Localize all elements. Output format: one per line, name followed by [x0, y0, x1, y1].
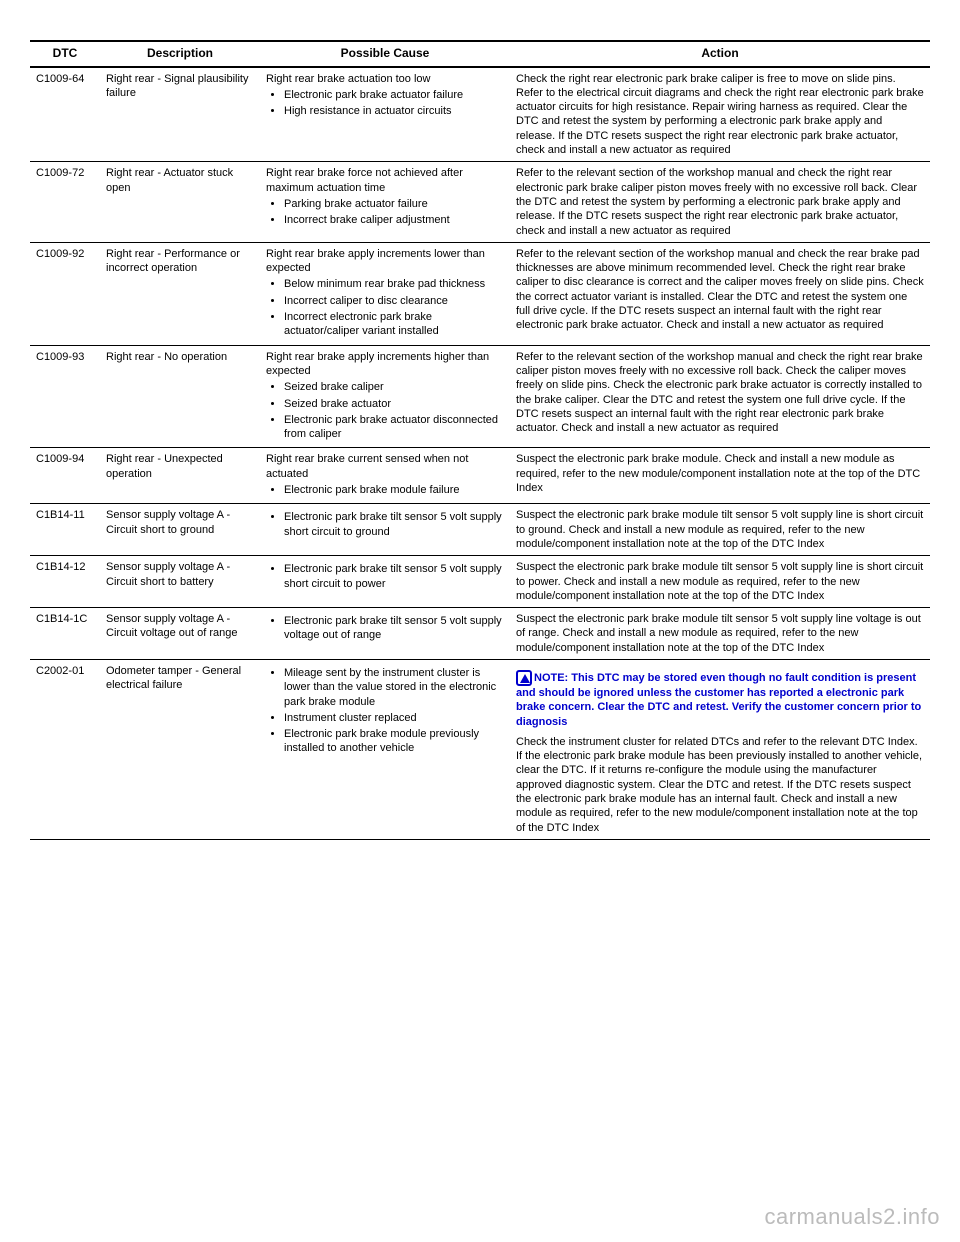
cell-cause: Electronic park brake tilt sensor 5 volt… — [260, 556, 510, 608]
cause-list: Seized brake caliper Seized brake actuato… — [266, 380, 504, 441]
col-description: Description — [100, 41, 260, 67]
cell-action: Check the right rear electronic park bra… — [510, 67, 930, 162]
cause-item: Electronic park brake actuator failure — [284, 88, 504, 102]
cell-description: Odometer tamper - General electrical fai… — [100, 659, 260, 839]
cause-prefix: Right rear brake apply increments higher… — [266, 350, 504, 379]
cell-dtc: C1009-72 — [30, 162, 100, 242]
cause-item: Below minimum rear brake pad thickness — [284, 277, 504, 291]
cell-action: Refer to the relevant section of the wor… — [510, 162, 930, 242]
cause-item: Electronic park brake tilt sensor 5 volt… — [284, 510, 504, 539]
dtc-table: DTC Description Possible Cause Action C1… — [30, 40, 930, 840]
cell-cause: Right rear brake apply increments higher… — [260, 345, 510, 448]
cell-cause: Right rear brake actuation too low Electr… — [260, 67, 510, 162]
cause-list: Electronic park brake tilt sensor 5 volt… — [266, 510, 504, 539]
cause-prefix: Right rear brake current sensed when not… — [266, 452, 504, 481]
cell-description: Sensor supply voltage A - Circuit voltag… — [100, 608, 260, 660]
table-row: C1B14-11Sensor supply voltage A - Circui… — [30, 504, 930, 556]
table-row: C1009-94Right rear - Unexpected operatio… — [30, 448, 930, 504]
cell-cause: Electronic park brake tilt sensor 5 volt… — [260, 608, 510, 660]
cell-dtc: C1009-64 — [30, 67, 100, 162]
table-body: C1009-64Right rear - Signal plausibility… — [30, 67, 930, 840]
cause-list: Electronic park brake tilt sensor 5 volt… — [266, 562, 504, 591]
table-row: C1009-93Right rear - No operationRight r… — [30, 345, 930, 448]
cause-item: High resistance in actuator circuits — [284, 104, 504, 118]
col-action: Action — [510, 41, 930, 67]
cell-dtc: C1B14-1C — [30, 608, 100, 660]
table-row: C1B14-1CSensor supply voltage A - Circui… — [30, 608, 930, 660]
cell-cause: Electronic park brake tilt sensor 5 volt… — [260, 504, 510, 556]
cause-item: Electronic park brake tilt sensor 5 volt… — [284, 614, 504, 643]
cause-list: Electronic park brake tilt sensor 5 volt… — [266, 614, 504, 643]
table-row: C1009-92Right rear - Performance or inco… — [30, 242, 930, 345]
cell-dtc: C1009-92 — [30, 242, 100, 345]
cell-description: Right rear - Actuator stuck open — [100, 162, 260, 242]
action-text: Check the instrument cluster for related… — [516, 735, 924, 835]
cell-description: Sensor supply voltage A - Circuit short … — [100, 504, 260, 556]
note-icon — [516, 670, 532, 686]
cause-list: Parking brake actuator failure Incorrect … — [266, 197, 504, 228]
cause-item: Incorrect brake caliper adjustment — [284, 213, 504, 227]
cell-action: Suspect the electronic park brake module… — [510, 448, 930, 504]
cause-list: Mileage sent by the instrument cluster i… — [266, 666, 504, 756]
cause-item: Incorrect electronic park brake actuator… — [284, 310, 504, 339]
cell-action: Refer to the relevant section of the wor… — [510, 345, 930, 448]
cause-list: Electronic park brake actuator failure Hi… — [266, 88, 504, 119]
cell-action: Suspect the electronic park brake module… — [510, 504, 930, 556]
col-dtc: DTC — [30, 41, 100, 67]
cause-item: Parking brake actuator failure — [284, 197, 504, 211]
cell-dtc: C1009-93 — [30, 345, 100, 448]
note-label: NOTE: — [534, 672, 571, 684]
cell-action: Suspect the electronic park brake module… — [510, 556, 930, 608]
cell-action: NOTE: This DTC may be stored even though… — [510, 659, 930, 839]
cause-item: Electronic park brake tilt sensor 5 volt… — [284, 562, 504, 591]
cell-description: Right rear - Unexpected operation — [100, 448, 260, 504]
cell-cause: Right rear brake current sensed when not… — [260, 448, 510, 504]
cell-action: Suspect the electronic park brake module… — [510, 608, 930, 660]
watermark-text: carmanuals2.info — [764, 1203, 940, 1232]
cell-description: Right rear - Signal plausibility failure — [100, 67, 260, 162]
cell-cause: Right rear brake force not achieved afte… — [260, 162, 510, 242]
cause-item: Electronic park brake module failure — [284, 483, 504, 497]
cell-description: Right rear - No operation — [100, 345, 260, 448]
cause-prefix: Right rear brake apply increments lower … — [266, 247, 504, 276]
table-row: C2002-01Odometer tamper - General electr… — [30, 659, 930, 839]
cell-action: Refer to the relevant section of the wor… — [510, 242, 930, 345]
cause-item: Seized brake caliper — [284, 380, 504, 394]
note-block: NOTE: This DTC may be stored even though… — [516, 670, 924, 729]
table-row: C1B14-12Sensor supply voltage A - Circui… — [30, 556, 930, 608]
table-header-row: DTC Description Possible Cause Action — [30, 41, 930, 67]
col-cause: Possible Cause — [260, 41, 510, 67]
cause-item: Seized brake actuator — [284, 397, 504, 411]
cause-item: Incorrect caliper to disc clearance — [284, 294, 504, 308]
cause-item: Electronic park brake module previously … — [284, 727, 504, 756]
note-body: This DTC may be stored even though no fa… — [516, 672, 921, 728]
cause-item: Instrument cluster replaced — [284, 711, 504, 725]
table-row: C1009-72Right rear - Actuator stuck open… — [30, 162, 930, 242]
table-row: C1009-64Right rear - Signal plausibility… — [30, 67, 930, 162]
cause-list: Below minimum rear brake pad thickness In… — [266, 277, 504, 338]
cause-prefix: Right rear brake actuation too low — [266, 72, 504, 86]
cell-dtc: C2002-01 — [30, 659, 100, 839]
cause-item: Electronic park brake actuator disconnec… — [284, 413, 504, 442]
cause-list: Electronic park brake module failure — [266, 483, 504, 497]
cell-cause: Right rear brake apply increments lower … — [260, 242, 510, 345]
cell-dtc: C1B14-12 — [30, 556, 100, 608]
cause-prefix: Right rear brake force not achieved afte… — [266, 166, 504, 195]
cell-description: Right rear - Performance or incorrect op… — [100, 242, 260, 345]
cause-item: Mileage sent by the instrument cluster i… — [284, 666, 504, 709]
cell-cause: Mileage sent by the instrument cluster i… — [260, 659, 510, 839]
cell-dtc: C1009-94 — [30, 448, 100, 504]
cell-dtc: C1B14-11 — [30, 504, 100, 556]
cell-description: Sensor supply voltage A - Circuit short … — [100, 556, 260, 608]
